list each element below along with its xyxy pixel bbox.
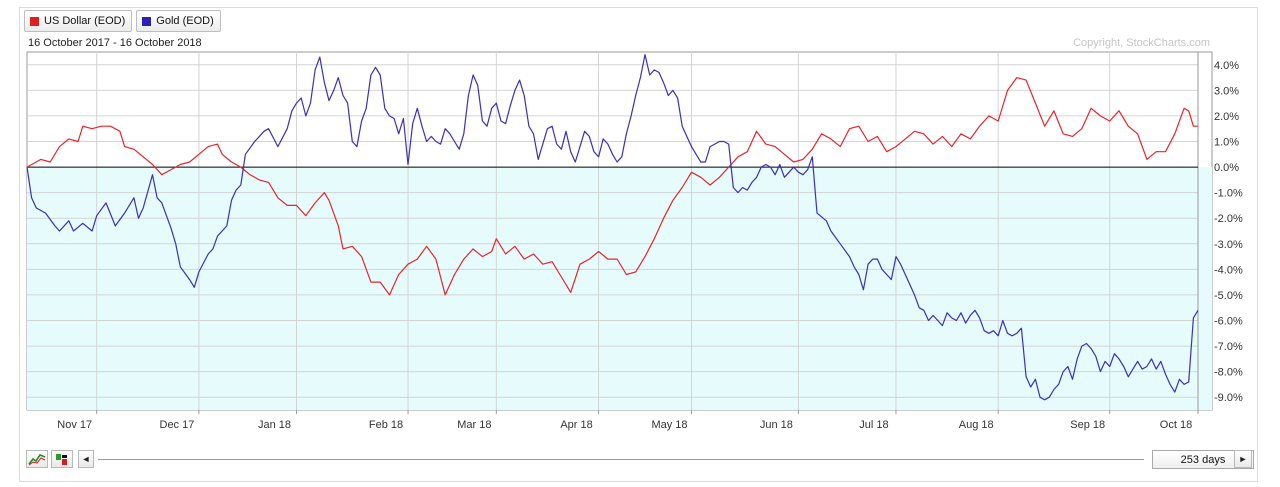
usd-swatch-icon (30, 16, 39, 26)
candlestick-style-button[interactable] (51, 450, 73, 468)
plot-area: 4.0% 3.0% 2.0% 1.0% 0.0% -1.0% -2.0% -3.0% -4.0%… (26, 51, 1243, 431)
x-tick-label: Jul 18 (859, 419, 888, 431)
y-tick-label: -9.0% (1214, 392, 1243, 404)
candlestick-icon (56, 454, 67, 465)
x-tick-label: Aug 18 (959, 419, 994, 431)
x-tick-label: Oct 18 (1160, 419, 1192, 431)
scroll-right-button[interactable]: ► (1234, 450, 1252, 468)
y-tick-label: 4.0% (1214, 60, 1239, 72)
copyright-text: Copyright, StockCharts.com (1073, 37, 1210, 49)
usd-series-line (26, 76, 1198, 296)
y-tick-label: 1.0% (1214, 137, 1239, 149)
y-tick-label: -1.0% (1214, 188, 1243, 200)
date-range-slider[interactable] (98, 459, 1144, 460)
x-tick-label: Apr 18 (560, 419, 592, 431)
y-tick-label: 2.0% (1214, 111, 1239, 123)
chart-controls: ◄ 253 days ► (26, 450, 1256, 470)
x-tick-label: Jun 18 (760, 419, 793, 431)
line-chart-icon (28, 454, 46, 466)
y-tick-label: -8.0% (1214, 367, 1243, 379)
legend-item-gold[interactable]: Gold (EOD) (136, 10, 221, 32)
scroll-left-button[interactable]: ◄ (78, 450, 94, 468)
legend-label-gold: Gold (EOD) (156, 15, 214, 27)
y-tick-label: 3.0% (1214, 85, 1239, 97)
x-tick-label: Nov 17 (57, 419, 92, 431)
x-tick-label: Jan 18 (258, 419, 291, 431)
y-tick-label: 0.0% (1214, 162, 1239, 174)
legend-label-usd: US Dollar (EOD) (44, 15, 126, 27)
y-tick-label: -3.0% (1214, 239, 1243, 251)
x-tick-label: Sep 18 (1070, 419, 1105, 431)
y-tick-label: -7.0% (1214, 341, 1243, 353)
gold-series-line (26, 53, 1199, 401)
y-tick-label: -6.0% (1214, 316, 1243, 328)
x-tick-label: Feb 18 (369, 419, 403, 431)
x-tick-label: Dec 17 (160, 419, 195, 431)
below-zero-fill (27, 167, 1212, 410)
chart-legend: US Dollar (EOD) Gold (EOD) (24, 10, 221, 32)
gold-swatch-icon (142, 16, 152, 26)
legend-item-usd[interactable]: US Dollar (EOD) (24, 10, 133, 32)
x-tick-label: Mar 18 (457, 419, 491, 431)
y-tick-label: -5.0% (1214, 290, 1243, 302)
days-field[interactable]: 253 days (1152, 450, 1254, 469)
date-range: 16 October 2017 - 16 October 2018 (28, 37, 202, 49)
x-tick-label: May 18 (651, 419, 687, 431)
y-tick-label: -2.0% (1214, 213, 1243, 225)
line-chart-style-button[interactable] (26, 450, 48, 468)
y-tick-label: -4.0% (1214, 264, 1243, 276)
